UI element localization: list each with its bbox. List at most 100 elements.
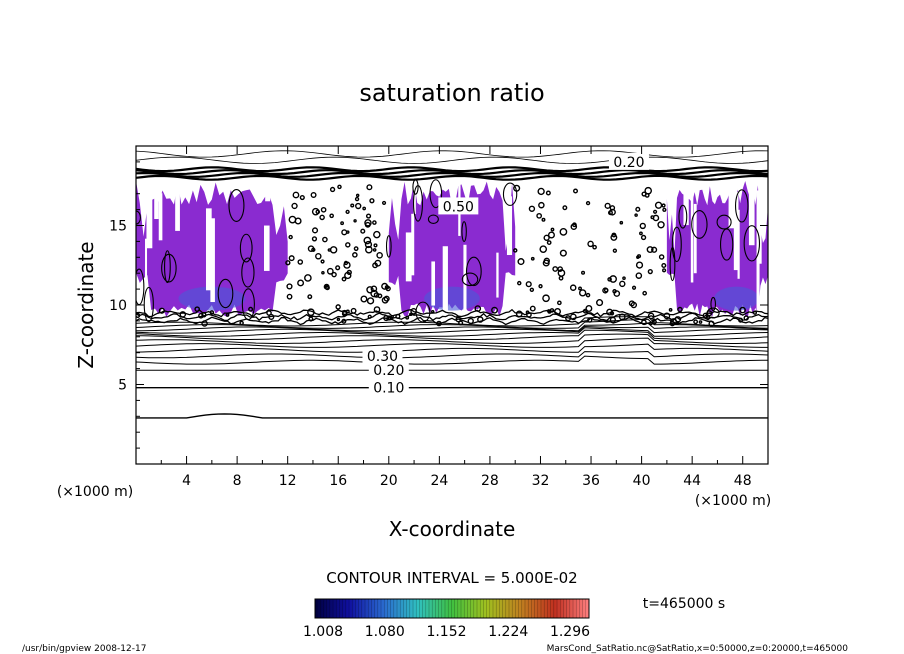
contour-speckle xyxy=(652,318,656,322)
contour-speckle xyxy=(386,315,392,321)
contour-speckle xyxy=(675,321,680,325)
contour-speckle xyxy=(337,184,342,190)
contour-speckle xyxy=(609,311,615,316)
contour-speckle xyxy=(372,248,377,252)
contour-speckle xyxy=(373,306,381,313)
contour-speckle xyxy=(311,236,318,242)
contour-line xyxy=(136,337,768,348)
colorbar-frame xyxy=(314,598,590,619)
contour-speckle xyxy=(596,299,604,307)
contour-speckle xyxy=(529,287,535,293)
contour-speckle xyxy=(320,206,327,213)
contour-speckle xyxy=(311,207,320,216)
contour-speckle xyxy=(467,317,474,325)
contour-speckle xyxy=(662,207,667,212)
contour-speckle xyxy=(581,270,586,275)
contour-blob xyxy=(710,296,717,312)
x-unit-right: (×1000 m) xyxy=(695,493,771,509)
contour-line xyxy=(136,329,768,340)
contour-speckle xyxy=(307,294,313,300)
unsaturated-gap xyxy=(728,186,735,229)
contour-speckle xyxy=(239,320,244,326)
contour-speckle xyxy=(329,246,338,254)
contour-speckle xyxy=(340,221,345,226)
unsaturated-gap xyxy=(733,191,739,271)
contour-speckle xyxy=(319,214,325,221)
footer-right: MarsCond_SatRatio.nc@SatRatio,x=0:50000,… xyxy=(547,644,849,654)
contour-speckle xyxy=(650,215,655,220)
contour-speckle xyxy=(201,312,207,318)
x-tick-label: 16 xyxy=(329,473,347,489)
contour-speckle xyxy=(353,246,359,252)
contour-label-bg xyxy=(608,152,649,170)
contour-speckle xyxy=(355,202,362,210)
contour-speckle xyxy=(622,276,626,280)
contour-speckle xyxy=(738,317,744,323)
contour-speckle xyxy=(366,286,374,294)
contour-speckle xyxy=(458,320,464,326)
chart-title: saturation ratio xyxy=(359,79,544,107)
contour-speckle xyxy=(405,315,410,320)
contour-line xyxy=(136,355,768,365)
contour-speckle xyxy=(657,221,665,229)
unsaturated-gap xyxy=(175,179,180,231)
unsaturated-gap xyxy=(405,232,412,282)
contour-speckle xyxy=(529,305,536,312)
contour-speckle xyxy=(663,312,671,320)
contour-blob xyxy=(461,272,479,287)
contour-speckle xyxy=(592,244,597,250)
contour-speckle xyxy=(294,217,302,225)
upper-contour-band xyxy=(136,171,768,178)
contour-speckle xyxy=(383,295,390,302)
y-axis-label: Z-coordinate xyxy=(74,241,98,368)
contour-speckle xyxy=(631,285,637,290)
contour-speckle xyxy=(536,212,543,219)
upper-contour-line xyxy=(136,150,768,158)
unsaturated-gap xyxy=(683,165,689,226)
contour-label: 0.50 xyxy=(443,199,474,215)
contour-blob xyxy=(241,288,255,321)
saturated-region xyxy=(388,181,516,317)
contour-speckle xyxy=(136,312,141,318)
contour-blob xyxy=(691,209,708,239)
y-tick-label: 10 xyxy=(109,298,127,314)
x-tick-label: 4 xyxy=(182,473,191,489)
contour-label-bg xyxy=(362,346,403,364)
contour-speckle xyxy=(364,240,373,249)
contour-speckle xyxy=(345,309,350,314)
contour-speckle xyxy=(569,284,577,291)
contour-label: 0.30 xyxy=(367,349,398,365)
contour-speckle xyxy=(641,191,647,197)
contour-speckle xyxy=(619,280,626,288)
contour-speckle xyxy=(587,317,593,323)
cloud-base-contour xyxy=(136,312,768,322)
contour-blob xyxy=(669,246,676,282)
supersaturated-core xyxy=(714,286,759,311)
cloud-base-contour xyxy=(136,316,768,326)
upper-contour-band xyxy=(136,166,768,173)
contour-speckle xyxy=(587,240,594,248)
contour-speckle xyxy=(618,313,626,321)
contour-speckle xyxy=(557,300,562,306)
contour-speckle xyxy=(525,281,532,288)
contour-speckle xyxy=(320,259,325,264)
unsaturated-gap xyxy=(442,246,448,333)
contour-speckle xyxy=(557,269,566,277)
contour-speckle xyxy=(646,246,654,254)
contour-speckle xyxy=(352,252,358,258)
unsaturated-gap xyxy=(748,164,755,246)
contour-speckle xyxy=(304,274,312,282)
contour-speckle xyxy=(661,262,667,269)
contour-speckle xyxy=(373,230,381,239)
contour-label-bg xyxy=(368,361,409,379)
contour-speckle xyxy=(297,259,304,265)
contour-blob xyxy=(734,189,749,223)
contour-speckle xyxy=(635,272,643,279)
contour-speckle xyxy=(739,306,746,314)
unsaturated-gap xyxy=(506,196,513,256)
contour-speckle xyxy=(350,307,357,314)
contour-speckle xyxy=(609,275,617,283)
upper-contour-line xyxy=(136,156,768,164)
contour-speckle xyxy=(331,271,337,278)
